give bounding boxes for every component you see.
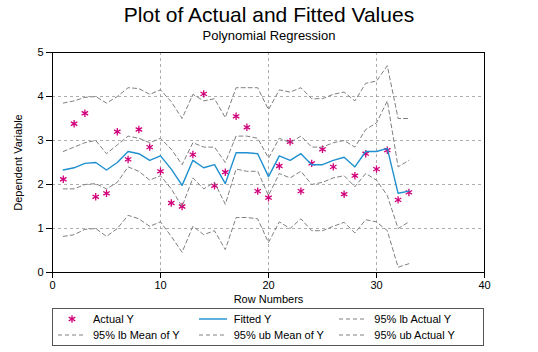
html-text:Plot of Actual and Fitted Valu: Plot of Actual and Fitted Values xyxy=(123,3,415,26)
svg-text:20: 20 xyxy=(262,279,274,291)
svg-text:1: 1 xyxy=(37,222,43,234)
svg-text:40: 40 xyxy=(478,279,490,291)
html-text:Actual Y: Actual Y xyxy=(93,313,134,325)
html-text:Polynomial Regression: Polynomial Regression xyxy=(202,28,336,43)
html-text:95% ub Actual Y: 95% ub Actual Y xyxy=(374,329,455,341)
html-text:95% lb Mean of Y: 95% lb Mean of Y xyxy=(93,329,180,341)
html-text:95% lb Actual Y: 95% lb Actual Y xyxy=(374,313,452,325)
svg-text:3: 3 xyxy=(37,134,43,146)
svg-text:30: 30 xyxy=(370,279,382,291)
svg-text:0: 0 xyxy=(49,279,55,291)
html-text:Fitted Y: Fitted Y xyxy=(233,313,272,325)
svg-text:4: 4 xyxy=(37,90,43,102)
svg-text:Row Numbers: Row Numbers xyxy=(234,293,304,305)
svg-text:0: 0 xyxy=(37,266,43,278)
svg-text:5: 5 xyxy=(37,46,43,58)
svg-text:2: 2 xyxy=(37,178,43,190)
svg-text:Dependent Variable: Dependent Variable xyxy=(12,114,24,210)
svg-text:10: 10 xyxy=(154,279,166,291)
html-text:95% ub Mean of Y: 95% ub Mean of Y xyxy=(233,329,324,341)
